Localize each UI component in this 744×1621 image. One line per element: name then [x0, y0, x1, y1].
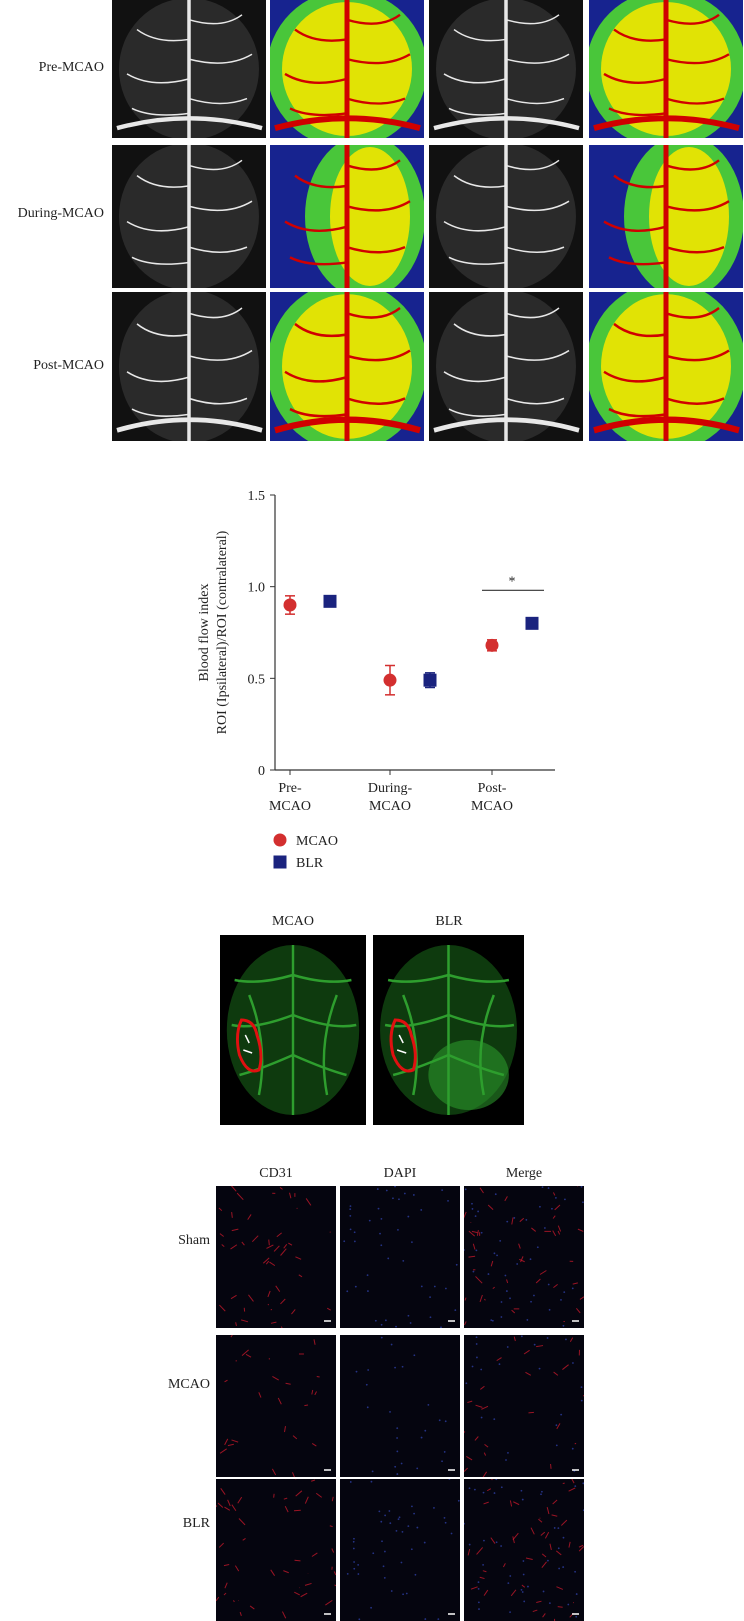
point-MCAO-0	[283, 598, 297, 612]
immuno-row-blr: BLR	[182, 1516, 210, 1531]
vascular-label-blr: BLR	[435, 914, 463, 929]
blood-flow-chart: 0 0.5 1.0 1.5 Pre- MCAO During- MCAO Post- MCAO Bl…	[197, 489, 555, 871]
point-MCAO-1	[383, 673, 397, 687]
immuno-panel-r0-c1	[340, 1186, 460, 1328]
legend-label-MCAO: MCAO	[296, 834, 338, 849]
legend-marker-BLR	[273, 855, 287, 869]
vascular-image-1	[373, 935, 524, 1125]
speckle-flow-map-7	[589, 145, 743, 288]
y-tick-label-2: 1.0	[248, 581, 266, 596]
x-tick-label-1-1: MCAO	[369, 799, 411, 814]
speckle-raw-image-2	[429, 0, 583, 138]
speckle-flow-map-9	[270, 292, 424, 441]
point-MCAO-2	[485, 638, 499, 652]
significance-star: *	[509, 574, 516, 589]
speckle-flow-map-1	[270, 0, 424, 138]
immuno-col-cd31: CD31	[259, 1166, 293, 1181]
chart-marks: *	[283, 574, 544, 696]
vascular-image-0	[220, 935, 366, 1125]
immuno-panel-r1-c2	[464, 1335, 584, 1477]
row-label-pre-mcao: Pre-MCAO	[38, 60, 104, 75]
point-BLR-0	[323, 594, 337, 608]
y-axis-label-0: Blood flow index	[197, 584, 212, 682]
x-tick-label-2-0: Post-	[478, 781, 507, 796]
speckle-raw-image-10	[429, 292, 583, 441]
speckle-flow-map-5	[270, 145, 424, 288]
x-tick-label-2-1: MCAO	[471, 799, 513, 814]
y-axis-label-1: ROI (Ipsilateral)/ROI (contralateral)	[215, 530, 230, 734]
row-label-post-mcao: Post-MCAO	[33, 358, 104, 373]
vascular-label-mcao: MCAO	[271, 914, 314, 929]
point-BLR-2	[525, 616, 539, 630]
immuno-panel-r0-c0	[216, 1186, 336, 1328]
immuno-row-mcao: MCAO	[167, 1377, 210, 1392]
x-tick-label-0-0: Pre-	[278, 781, 302, 796]
speckle-raw-image-4	[112, 145, 266, 288]
chart-axes: 0 0.5 1.0 1.5 Pre- MCAO During- MCAO Post- MCAO Bl…	[197, 489, 555, 814]
chart-legend: MCAO BLR	[273, 833, 338, 871]
legend-marker-MCAO	[273, 833, 287, 847]
immuno-panel-r2-c0	[216, 1479, 336, 1621]
y-tick-label-0: 0	[258, 764, 265, 779]
point-BLR-1	[423, 673, 437, 687]
immuno-panel-r2-c2	[464, 1479, 584, 1621]
immuno-panel-r1-c0	[216, 1335, 336, 1477]
row-label-during-mcao: During-MCAO	[17, 206, 104, 221]
y-tick-label-1: 0.5	[248, 672, 266, 687]
immuno-col-merge: Merge	[505, 1166, 543, 1181]
immuno-col-dapi: DAPI	[383, 1166, 417, 1181]
immuno-panel-r0-c2	[464, 1186, 584, 1328]
speckle-flow-map-3	[589, 0, 743, 138]
speckle-raw-image-8	[112, 292, 266, 441]
x-tick-label-0-1: MCAO	[269, 799, 311, 814]
x-tick-label-1-0: During-	[368, 781, 413, 796]
speckle-raw-image-6	[429, 145, 583, 288]
speckle-raw-image-0	[112, 0, 266, 138]
immuno-row-sham: Sham	[178, 1233, 210, 1248]
immuno-panel-r2-c1	[340, 1479, 460, 1621]
immuno-panel-r1-c1	[340, 1335, 460, 1477]
y-tick-label-3: 1.5	[248, 489, 266, 504]
speckle-flow-map-11	[589, 292, 743, 441]
legend-label-BLR: BLR	[296, 856, 324, 871]
